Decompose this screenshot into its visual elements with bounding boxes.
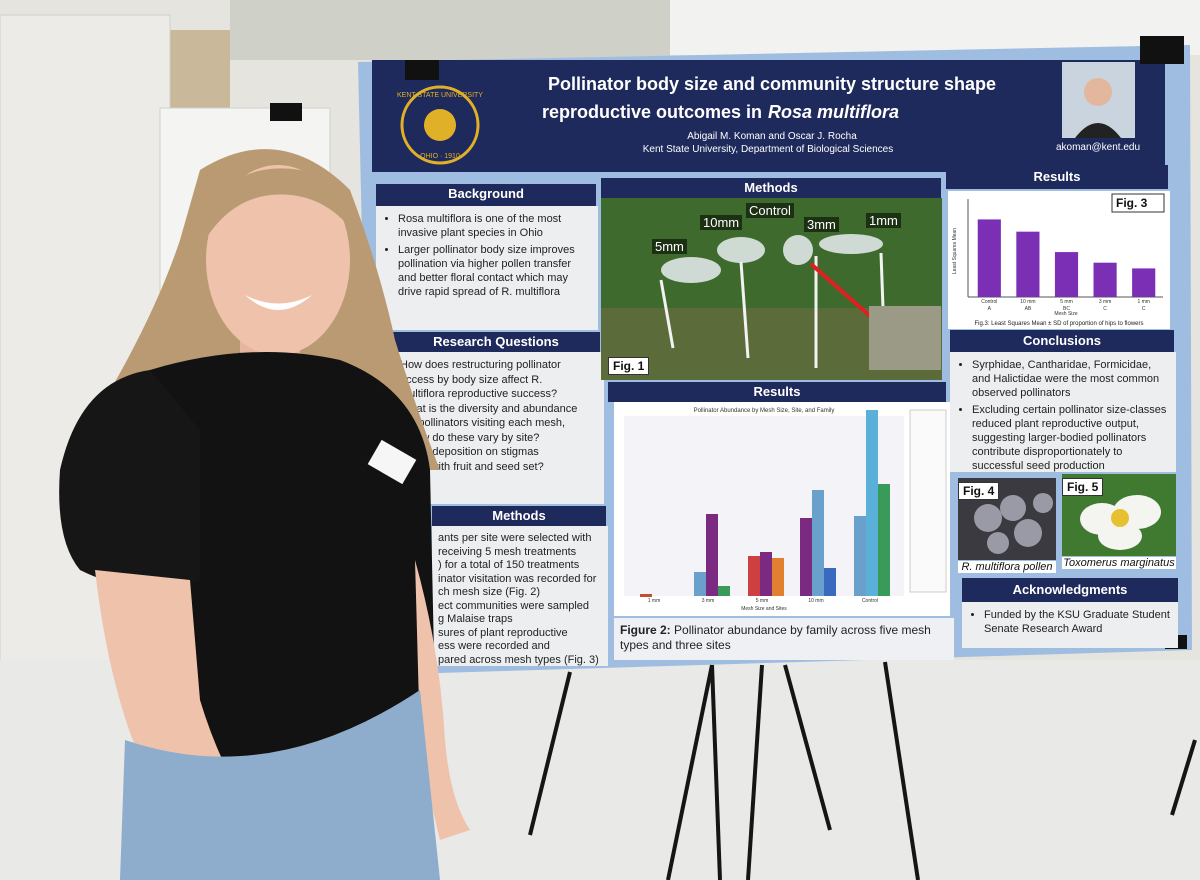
text-line: receiving 5 mesh treatments [438,545,577,558]
section-heading: Methods [432,506,606,526]
significance-letter: AB [1025,306,1032,312]
significance-letter: A [988,306,992,312]
text-line: d how do these vary by site? [400,431,540,444]
poster-affiliation: Kent State University, Department of Bio… [643,144,894,155]
figure-label: Fig. 5 [1062,478,1104,496]
section-heading: Acknowledgments [962,578,1178,602]
photo-label: Control [746,203,794,218]
section-body: Rosa multiflora is one of the most invas… [376,206,598,330]
figure-3-chart: Least Squares Mean Mesh Size Fig. 3 Fig.… [948,191,1170,329]
text-line: ) for a total of 150 treatments [438,559,580,571]
section-body: ants per site were selected with receivin… [432,526,608,666]
legend-thumbnail [909,409,947,593]
significance-letter: BC [1063,306,1070,312]
photo-label: 5mm [652,239,687,254]
section-heading: Background [376,184,596,206]
x-tick-label: 10 mm [808,598,823,604]
bar [977,219,1001,297]
section-heading: Results [946,165,1168,189]
photo-label: 1mm [866,213,901,228]
x-tick-label: 5 mm [756,598,769,604]
y-axis-title: Least Squares Mean [952,228,958,274]
text-line: How does restructuring pollinator [400,359,561,371]
figure-label: Fig. 1 [608,357,650,375]
bullet-item: Syrphidae, Cantharidae, Formicidae, and … [972,358,1168,400]
bullet-item: Funded by the KSU Graduate Student Senat… [984,608,1170,636]
poster-email: akoman@kent.edu [1056,142,1140,153]
photo-label: 10mm [700,215,743,230]
pollen-image [958,478,1056,560]
text-line: the pollinators visiting each mesh, [400,417,566,429]
bullet-item: Excluding certain pollinator size-classe… [972,403,1168,473]
figure-caption: Toxomerus marginatus [1062,557,1176,569]
text-line: What is the diversity and abundance [400,402,578,415]
section-body: Funded by the KSU Graduate Student Senat… [962,602,1178,648]
text-line: relate with fruit and seed set? [400,460,544,473]
text-line: access by body size affect R. [400,373,543,386]
figure-caption: Fig.3: Least Squares Mean ± SD of propor… [974,321,1143,327]
section-body: Syrphidae, Cantharidae, Formicidae, and … [950,352,1176,472]
bar [1093,262,1117,297]
caption-label: Figure 2: [620,623,671,637]
x-tick-label: Control [981,299,997,305]
x-tick-label: 5 mm [1060,299,1073,305]
bullet-list: Rosa multiflora is one of the most invas… [384,212,590,299]
section-heading: Methods [601,178,941,198]
text-line: ants per site were selected with [438,532,592,544]
bullet-list: Syrphidae, Cantharidae, Formicidae, and … [958,358,1168,473]
caption-text: Pollinator abundance by family across fi… [620,623,931,652]
section-heading: Conclusions [950,330,1174,352]
text-line: ect communities were sampled [438,599,590,612]
text-line: inator visitation was recorded for [438,572,597,585]
bullet-item: Rosa multiflora is one of the most invas… [398,212,590,240]
significance-letter: C [1103,306,1107,312]
figure-label: Fig. 4 [958,482,1000,500]
poster-title: reproductive outcomes in [542,102,762,122]
text-line: pared across mesh types (Fig. 3) [438,653,599,666]
x-tick-label: Control [862,598,878,604]
section-body: How does restructuring pollinator access … [392,352,604,504]
text-line: ess were recorded and [438,640,550,652]
field-photo [601,198,942,380]
text-line: ch mesh size (Fig. 2) [438,586,541,598]
stacked-bars-thumbnail [640,410,890,597]
significance-letter: C [1142,306,1146,312]
text-line: pollen deposition on stigmas [400,446,539,458]
x-axis-title: Mesh Size [1054,311,1078,317]
text-line: sures of plant reproductive [438,626,568,639]
chart-title: Pollinator Abundance by Mesh Size, Site,… [694,408,835,414]
section-heading: Research Questions [392,332,600,352]
x-tick-label: 3 mm [702,598,715,604]
figure-caption: R. multiflora pollen [958,561,1056,573]
x-tick-label: 3 mm [1099,299,1112,305]
bar [1016,231,1040,297]
figure-caption: Figure 2: Pollinator abundance by family… [614,618,954,660]
x-tick-label: 1 mm [1137,299,1150,305]
poster-title-species: Rosa multiflora [768,102,899,122]
bullet-item: Larger pollinator body size improves pol… [398,243,590,299]
text-line: multiflora reproductive success? [400,388,558,400]
logo-text: OHIO · 1910 [420,153,460,160]
x-axis-title: Mesh Size and Sites [741,606,787,612]
x-tick-label: 1 mm [648,598,661,604]
poster-title: Pollinator body size and community struc… [548,74,996,94]
logo-text: KENT STATE UNIVERSITY [397,92,483,99]
figure-label: Fig. 3 [1116,196,1148,210]
bar [1132,268,1156,297]
x-tick-label: 10 mm [1020,299,1035,305]
section-heading: Results [608,382,946,402]
photo-label: 3mm [804,217,839,232]
text-line: g Malaise traps [438,613,513,625]
poster-authors: Abigail M. Koman and Oscar J. Rocha [687,131,857,142]
figure-2-chart: Pollinator Abundance by Mesh Size, Site,… [614,402,950,616]
bar [1054,252,1079,297]
